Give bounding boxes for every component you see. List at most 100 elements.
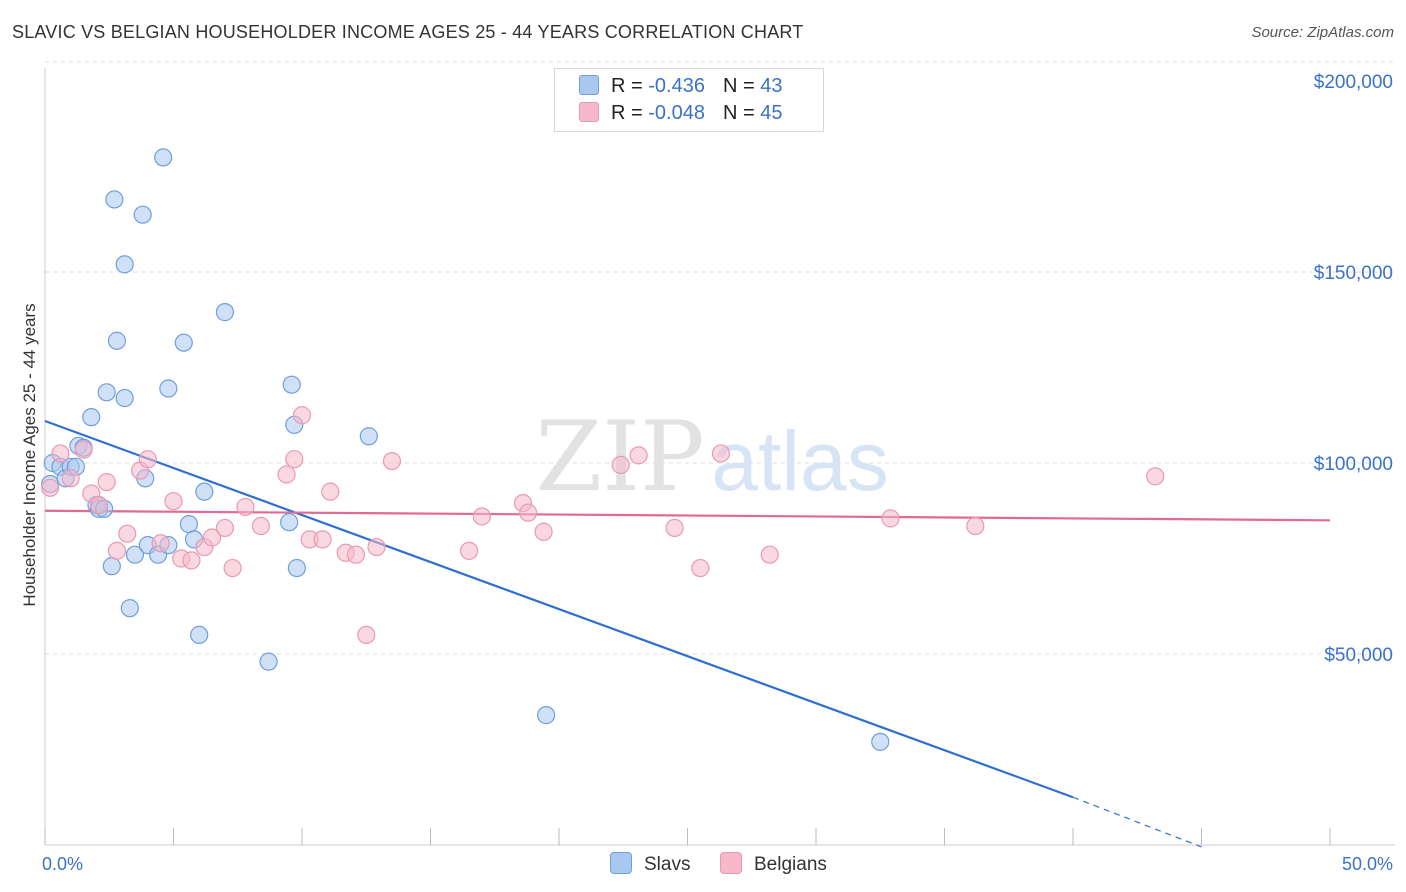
legend-n-label: N = <box>722 75 761 97</box>
belgians-point <box>74 440 93 459</box>
slavs-point <box>120 599 139 618</box>
belgians-point <box>321 482 340 501</box>
slavs-point <box>259 652 278 671</box>
legend-swatch-belgians <box>579 102 599 122</box>
belgians-point <box>534 522 553 541</box>
belgians-point <box>711 444 731 463</box>
belgians-point <box>966 516 985 536</box>
slavs-point <box>282 375 301 394</box>
belgians-point <box>107 541 127 560</box>
belgians-point <box>629 446 648 465</box>
legend-row-belgians: R = -0.048 N = 45 <box>579 102 782 128</box>
correlation-legend: R = -0.436 N = 43 R = -0.048 N = 45 <box>554 68 824 132</box>
belgians-point <box>1146 467 1165 486</box>
belgians-point <box>182 551 201 570</box>
legend-label-slavs: Slavs <box>644 854 691 875</box>
belgians-point <box>346 545 366 564</box>
series-legend: Slavs Belgians <box>0 852 1406 876</box>
slavs-point <box>280 513 299 532</box>
trend-lines <box>44 419 1331 848</box>
belgians-point <box>138 450 157 469</box>
belgians-point <box>611 455 630 475</box>
legend-item-slavs[interactable]: Slavs <box>610 852 690 876</box>
chart-title: SLAVIC VS BELGIAN HOUSEHOLDER INCOME AGE… <box>12 22 804 42</box>
legend-swatch-slavs <box>610 852 632 874</box>
legend-r-value: -0.436 <box>648 75 705 97</box>
belgians-point <box>223 558 242 578</box>
belgians-point <box>367 537 386 557</box>
belgians-point <box>881 509 900 528</box>
slavs-point <box>105 190 124 209</box>
legend-swatch-belgians <box>720 852 742 874</box>
grid-lines <box>45 61 1395 655</box>
belgians-point <box>97 473 116 492</box>
x-tick-label: 0.0% <box>42 854 83 874</box>
belgians-point <box>382 451 402 471</box>
belgians-point <box>357 625 376 645</box>
source-label: Source: ZipAtlas.com <box>1251 24 1394 41</box>
slavs-point <box>82 408 101 427</box>
legend-r-label: R = <box>611 75 649 97</box>
slavs-point <box>287 558 306 578</box>
y-tick-label: $200,000 <box>1314 72 1393 93</box>
slavs-point <box>179 515 199 534</box>
slavs-point <box>190 625 209 645</box>
belgians-point <box>665 518 684 538</box>
x-tick-label: 50.0% <box>1342 854 1393 874</box>
slavs-point <box>159 379 178 398</box>
belgians-point <box>41 478 60 497</box>
legend-item-belgians[interactable]: Belgians <box>720 852 827 876</box>
slavs-point <box>115 388 134 408</box>
axes <box>44 68 1395 846</box>
belgians-point <box>236 497 255 517</box>
belgians-point <box>459 541 479 560</box>
legend-r-label: R = <box>611 102 649 124</box>
belgians-point <box>760 545 779 564</box>
legend-n-label: N = <box>722 102 761 124</box>
slavs-point <box>107 331 127 350</box>
slavs-point <box>115 255 134 274</box>
belgians-point <box>61 469 80 488</box>
slavs-point <box>537 706 556 725</box>
slavs-point <box>174 333 193 352</box>
belgians-point <box>164 492 183 511</box>
belgians-point <box>251 516 270 536</box>
legend-swatch-slavs <box>579 75 599 95</box>
belgians-point <box>313 530 332 549</box>
legend-label-belgians: Belgians <box>754 854 827 875</box>
slavs-point <box>102 557 121 576</box>
belgians-point <box>691 558 710 578</box>
belgians-point <box>89 495 109 515</box>
belgians-point <box>51 444 70 463</box>
slavs-point <box>125 545 145 564</box>
slavs-point <box>215 303 234 322</box>
data-points <box>41 148 1165 751</box>
legend-r-value: -0.048 <box>648 102 705 124</box>
belgians-point <box>285 450 304 469</box>
y-tick-label: $100,000 <box>1314 454 1393 475</box>
slavs-trend-extension <box>1072 796 1202 848</box>
slavs-point <box>133 205 152 224</box>
belgians-point <box>472 507 491 526</box>
belgians-point <box>519 503 538 522</box>
y-tick-label: $50,000 <box>1324 645 1393 666</box>
belgians-point <box>202 528 222 547</box>
watermark: ZIP atlas <box>535 401 888 513</box>
belgians-point <box>277 465 296 484</box>
belgians-point <box>118 524 137 543</box>
belgians-point <box>151 534 170 553</box>
slavs-point <box>195 482 214 501</box>
tick-labels: $50,000 $100,000 $150,000 $200,000 0.0% 50.0% <box>42 72 1393 874</box>
legend-row-slavs: R = -0.436 N = 43 <box>579 75 782 101</box>
watermark-atlas: atlas <box>711 414 888 508</box>
slavs-point <box>97 383 116 402</box>
belgians-point <box>215 518 234 538</box>
belgians-trend-line <box>44 509 1331 522</box>
slavs-point <box>871 732 890 751</box>
belgians-point <box>292 406 312 425</box>
slavs-trend-line <box>44 419 1074 799</box>
y-tick-label: $150,000 <box>1314 263 1393 284</box>
slavs-point <box>359 427 378 446</box>
legend-n-value: 43 <box>760 75 783 97</box>
